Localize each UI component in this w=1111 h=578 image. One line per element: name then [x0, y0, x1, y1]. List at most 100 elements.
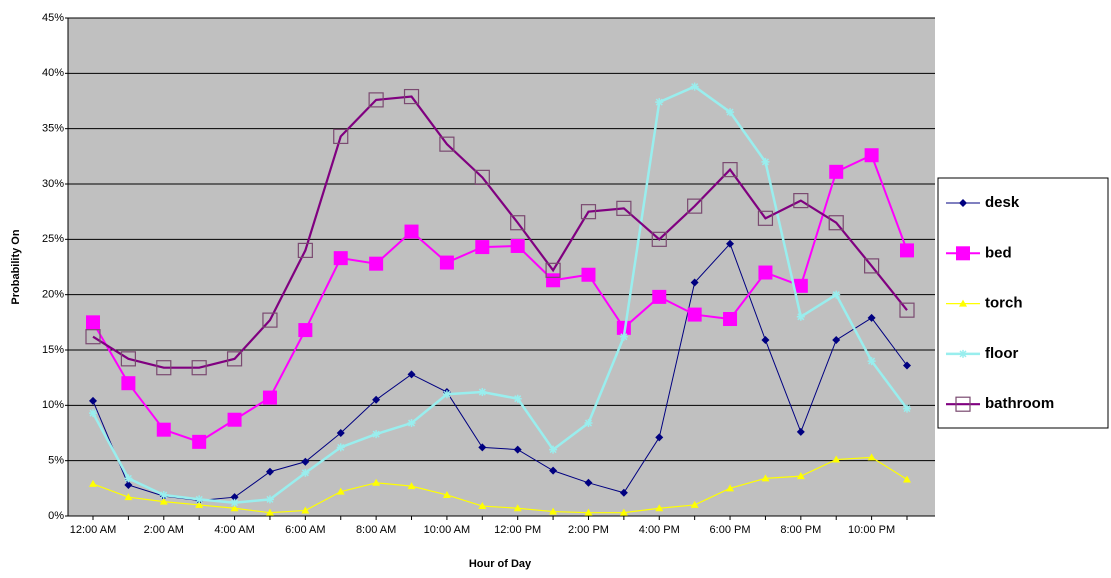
data-point: [545, 262, 561, 278]
legend-marker: [959, 349, 967, 358]
data-point: [510, 215, 526, 231]
x-tick-label: 10:00 AM: [424, 524, 470, 536]
data-point: [757, 210, 774, 226]
data-point: [584, 478, 593, 487]
data-point: [796, 312, 805, 321]
data-point: [159, 497, 168, 505]
data-point: [758, 265, 773, 280]
x-tick-label: 6:00 AM: [285, 524, 325, 536]
y-tick-label: 45%: [42, 12, 64, 24]
data-point: [549, 507, 558, 515]
legend-text: floor: [985, 345, 1018, 362]
data-point: [655, 98, 664, 107]
data-point: [439, 136, 455, 152]
y-tick-label: 10%: [42, 399, 64, 411]
data-point: [726, 108, 735, 117]
data-point: [616, 320, 631, 335]
legend-text: bathroom: [985, 395, 1054, 412]
data-point: [796, 427, 805, 436]
data-point: [864, 148, 879, 163]
y-tick-label: 20%: [42, 289, 64, 301]
data-point: [226, 351, 243, 367]
y-tick-label: 40%: [42, 67, 64, 79]
data-point: [687, 198, 703, 214]
x-tick-label: 4:00 AM: [214, 524, 254, 536]
data-point: [619, 508, 628, 516]
data-point: [867, 313, 876, 322]
data-point: [690, 278, 699, 287]
data-point: [475, 240, 490, 255]
data-point: [616, 200, 632, 216]
data-point: [584, 419, 593, 428]
data-point: [336, 429, 345, 437]
data-point: [513, 394, 522, 403]
x-tick-label: 8:00 PM: [780, 524, 821, 536]
legend-text: desk: [985, 194, 1020, 211]
data-point: [301, 506, 310, 514]
series-line: [92, 456, 908, 514]
data-point: [478, 502, 487, 510]
data-point: [655, 504, 664, 512]
data-point: [442, 390, 451, 399]
data-point: [195, 500, 204, 508]
data-point: [195, 495, 204, 504]
y-tick-label: 25%: [42, 233, 64, 245]
data-point: [793, 278, 808, 293]
data-point: [227, 412, 242, 427]
data-point: [761, 474, 770, 482]
legend-marker: [956, 246, 970, 261]
data-point: [549, 445, 558, 454]
data-point: [120, 351, 136, 367]
data-point: [368, 92, 384, 108]
data-point: [159, 490, 168, 499]
y-axis-title: Probability On: [10, 229, 22, 304]
y-tick-label: 35%: [42, 123, 64, 135]
data-point: [832, 455, 841, 463]
data-point: [867, 453, 876, 461]
data-point: [404, 224, 419, 239]
data-point: [156, 360, 172, 376]
x-tick-label: 4:00 PM: [639, 524, 680, 536]
series-line: [92, 242, 908, 502]
x-axis-title: Hour of Day: [469, 558, 532, 570]
data-point: [124, 481, 133, 490]
data-point: [230, 504, 239, 512]
data-point: [867, 357, 876, 366]
data-point: [89, 479, 97, 487]
data-point: [407, 419, 416, 428]
data-point: [191, 360, 207, 376]
data-point: [230, 498, 239, 507]
data-point: [336, 443, 345, 452]
data-point: [442, 490, 451, 498]
data-point: [723, 312, 738, 327]
x-tick-label: 2:00 PM: [568, 524, 609, 536]
data-point: [651, 231, 667, 247]
data-point: [262, 390, 277, 405]
data-point: [89, 396, 97, 405]
data-point: [156, 422, 171, 437]
legend-text: torch: [985, 295, 1023, 312]
data-point: [690, 82, 699, 91]
legend-marker: [959, 299, 967, 307]
data-point: [722, 162, 738, 178]
data-point: [584, 508, 593, 516]
data-point: [265, 495, 274, 504]
series-line: [92, 95, 908, 369]
data-point: [549, 466, 558, 475]
data-point: [546, 273, 561, 288]
data-point: [478, 443, 487, 452]
x-tick-label: 10:00 PM: [848, 524, 895, 536]
y-tick-label: 0%: [48, 510, 64, 522]
series-line: [91, 85, 909, 504]
legend-marker: [955, 396, 971, 412]
data-point: [124, 474, 133, 483]
data-point: [793, 193, 809, 209]
data-point: [900, 243, 914, 258]
data-point: [369, 256, 384, 271]
data-point: [265, 508, 274, 516]
data-point: [903, 361, 911, 370]
data-point: [298, 323, 313, 338]
data-point: [899, 302, 915, 318]
data-point: [690, 500, 699, 508]
